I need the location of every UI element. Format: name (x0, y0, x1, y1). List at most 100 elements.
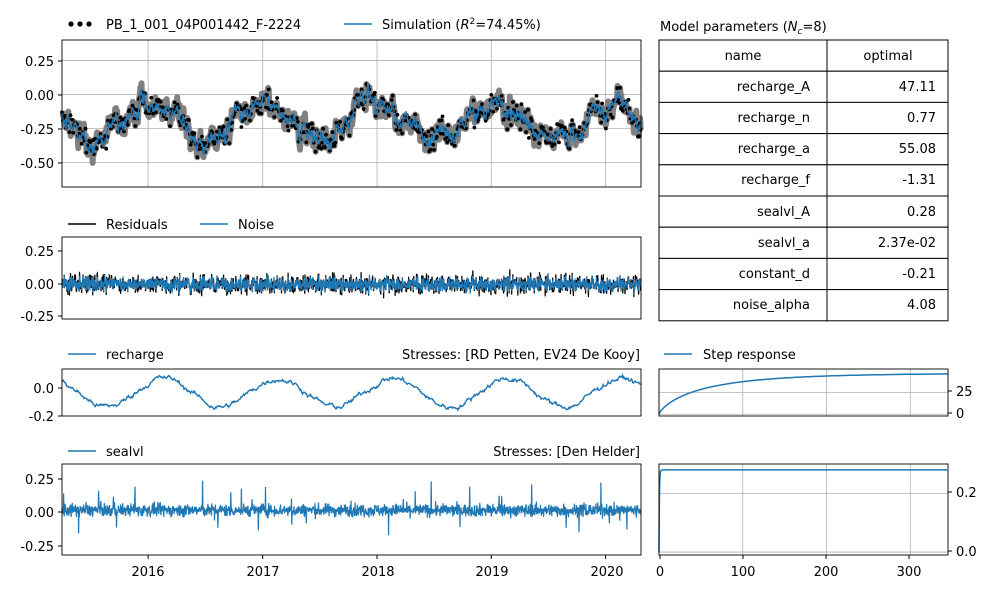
observation-point (426, 129, 431, 134)
observation-point (323, 145, 327, 150)
fit-y-ticks (58, 60, 62, 164)
observation-point (168, 124, 172, 129)
sealvl-y-ticks (58, 478, 62, 547)
observation-point (486, 112, 491, 116)
legend-label-simulation: Simulation (R2=74.45%) (382, 17, 541, 33)
table-cell (658, 257, 828, 291)
observation-point (618, 86, 622, 90)
param-value: 0.77 (907, 111, 936, 126)
observation-point (285, 124, 290, 128)
header-optimal: optimal (863, 49, 912, 64)
residuals-axes-frame (61, 236, 642, 320)
observation-point (280, 108, 285, 113)
observation-point (434, 134, 439, 139)
observation-point (570, 118, 574, 122)
observation-point (514, 103, 519, 108)
residuals-noise-series (61, 269, 642, 299)
date-x-ticks (147, 555, 607, 559)
observation-point (472, 125, 477, 130)
step-sealvl-ytick-label: 0.2 (956, 486, 977, 501)
observation-point (518, 127, 523, 132)
observation-point (509, 123, 513, 127)
observation-point (149, 95, 154, 100)
param-value: 2.37e-02 (878, 236, 936, 251)
observation-point (310, 121, 314, 126)
panel-recharge: recharge Stresses: [RD Petten, EV24 De K… (29, 348, 642, 425)
observation-point (594, 94, 599, 98)
param-name: recharge_a (738, 142, 810, 157)
observation-point (559, 124, 564, 128)
observation-point (269, 100, 274, 105)
table-cell (658, 70, 828, 103)
sealvl-axes-frame (61, 463, 642, 556)
lag-xtick-label: 100 (731, 565, 756, 580)
table-cell (826, 164, 949, 197)
observation-point (610, 115, 615, 120)
residuals-y-ticks (58, 250, 62, 317)
observation-point (244, 103, 249, 108)
observation-point (310, 126, 315, 131)
observation-point (452, 143, 457, 148)
observation-point (295, 120, 300, 124)
recharge-stresses-title: Stresses: [RD Petten, EV24 De Kooy] (402, 348, 640, 363)
observation-point (67, 130, 72, 135)
observation-point (471, 98, 476, 103)
observation-point (242, 106, 247, 110)
sealvl-series (61, 480, 642, 536)
step-response-axes-frame (658, 368, 949, 417)
observation-point (230, 120, 234, 125)
table-cell (658, 39, 828, 72)
observation-point (431, 142, 435, 147)
observation-point (562, 126, 567, 130)
param-name: sealvl_A (757, 205, 810, 220)
observation-point (84, 150, 89, 155)
observation-point (200, 134, 204, 139)
table-cell (658, 226, 828, 259)
observation-point (286, 128, 291, 133)
observation-point (330, 130, 335, 135)
observation-point (338, 120, 342, 124)
table-cell (826, 133, 949, 166)
step-response-line (658, 373, 948, 415)
observation-point (577, 125, 582, 130)
table-cell (826, 289, 949, 322)
observation-point (355, 93, 359, 97)
observation-point (537, 141, 542, 146)
simulation-line (61, 82, 642, 156)
observation-point (527, 136, 531, 140)
observation-point (164, 117, 169, 121)
residuals-legend: Residuals Noise (68, 218, 274, 233)
observation-point (519, 102, 524, 106)
observation-point (495, 106, 499, 111)
observation-point (523, 110, 527, 114)
observation-point (68, 113, 73, 118)
simulation-series (61, 82, 642, 156)
observation-point (195, 155, 200, 160)
step-ytick-label: 25 (956, 385, 973, 400)
param-value: -1.31 (902, 173, 936, 188)
xtick-label-2018: 2018 (361, 565, 394, 580)
table-cell (658, 101, 828, 135)
lag-xtick-label: 0 (656, 565, 664, 580)
observation-point (432, 147, 436, 152)
panel-sealvl: sealvl Stresses: [Den Helder] 0.25 0.00 … (20, 445, 642, 580)
observation-point (499, 94, 504, 98)
observation-point (320, 140, 325, 145)
observation-point (445, 140, 450, 145)
recharge-line (61, 372, 641, 412)
observation-point (225, 117, 230, 122)
param-value: 55.08 (899, 142, 936, 157)
param-name: recharge_f (741, 173, 810, 188)
observation-point (626, 97, 631, 102)
observation-point (259, 111, 264, 116)
table-cell (826, 226, 949, 259)
panel-fit: PB_1_001_04P001442_F-2224 Simulation (R2… (20, 17, 644, 188)
observation-point (595, 100, 600, 105)
observation-point (400, 131, 404, 136)
observation-point (321, 126, 326, 131)
observation-point (557, 140, 561, 145)
recharge-ytick-label: -0.2 (29, 410, 54, 425)
observation-point (83, 126, 88, 131)
observation-point (332, 143, 337, 148)
